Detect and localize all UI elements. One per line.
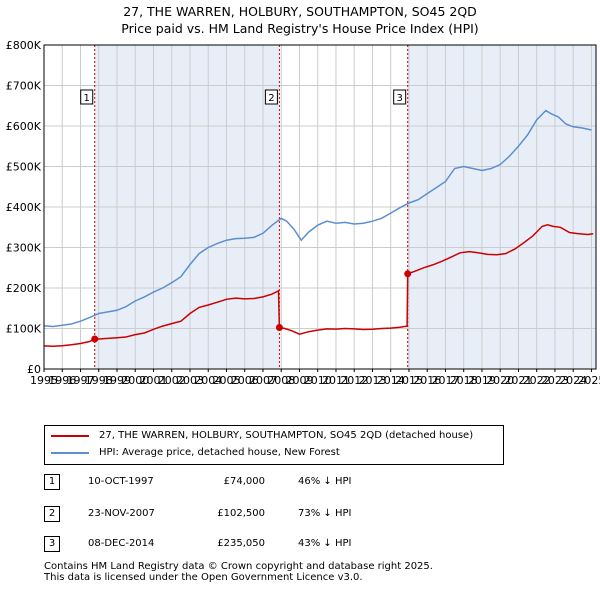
- x-tick-label: 2019: [468, 374, 496, 387]
- x-tick-label: 1998: [85, 374, 113, 387]
- x-tick-label: 1999: [103, 374, 131, 387]
- y-tick-label: £800K: [6, 39, 42, 52]
- y-tick-label: £400K: [6, 201, 42, 214]
- x-tick-label: 2011: [322, 374, 350, 387]
- x-tick-label: 2015: [395, 374, 423, 387]
- legend-item-hpi: HPI: Average price, detached house, New …: [51, 447, 340, 458]
- sale-point: [91, 335, 99, 343]
- property-price-line: [43, 224, 594, 348]
- x-tick-label: 2017: [431, 374, 459, 387]
- legend-item-property: 27, THE WARREN, HOLBURY, SOUTHAMPTON, SO…: [51, 430, 473, 441]
- legend-label-property: 27, THE WARREN, HOLBURY, SOUTHAMPTON, SO…: [99, 430, 474, 441]
- table-row: 1 10-OCT-1997 £74,000 46% ↓ HPI: [44, 474, 444, 492]
- x-tick-label: 2016: [413, 374, 441, 387]
- legend-swatch-property: [51, 434, 89, 437]
- x-tick-label: 2025: [577, 374, 600, 387]
- footer: Contains HM Land Registry data © Crown c…: [44, 561, 433, 583]
- marker-box: [80, 89, 94, 105]
- x-tick-label: 1996: [48, 374, 76, 387]
- plot-border: [43, 44, 597, 370]
- transaction-price: £235,050: [217, 538, 265, 549]
- x-tick-label: 2009: [285, 374, 313, 387]
- table-row: 2 23-NOV-2007 £102,500 73% ↓ HPI: [44, 506, 444, 524]
- transaction-badge: 3: [44, 536, 60, 552]
- x-tick-label: 1997: [66, 374, 94, 387]
- price-chart: 1 2 3 £0 £100K £200K £300K £400K £500K £600K £700K…: [6, 39, 600, 387]
- x-tick-label: 2014: [377, 374, 405, 387]
- y-tick-label: £500K: [6, 161, 42, 174]
- y-tick-label: £600K: [6, 120, 42, 133]
- y-tick-label: £300K: [6, 242, 42, 255]
- transaction-hpi-delta: 43% ↓ HPI: [298, 538, 352, 549]
- hpi-line: [43, 109, 592, 328]
- transaction-price: £74,000: [223, 476, 265, 487]
- sale-point: [404, 270, 412, 278]
- transaction-badge: 1: [44, 474, 60, 490]
- transaction-hpi-delta: 46% ↓ HPI: [298, 476, 352, 487]
- x-tick-label: 2004: [194, 374, 222, 387]
- transaction-date: 08-DEC-2014: [88, 538, 155, 549]
- transaction-date: 23-NOV-2007: [88, 508, 155, 519]
- x-tick-label: 2024: [559, 374, 587, 387]
- x-tick-label: 2008: [267, 374, 295, 387]
- x-tick-label: 2010: [304, 374, 332, 387]
- x-tick-label: 2003: [176, 374, 204, 387]
- y-tick-label: £100K: [6, 323, 42, 336]
- x-tick-label: 2005: [212, 374, 240, 387]
- marker-label: 3: [396, 93, 402, 104]
- x-tick-label: 1995: [30, 374, 58, 387]
- transaction-hpi-delta: 73% ↓ HPI: [298, 508, 352, 519]
- legend-swatch-hpi: [51, 451, 89, 454]
- x-tick-label: 2021: [504, 374, 532, 387]
- legend-label-hpi: HPI: Average price, detached house, New …: [99, 447, 340, 458]
- transaction-date: 10-OCT-1997: [88, 476, 154, 487]
- x-tick-label: 2023: [541, 374, 569, 387]
- transaction-price: £102,500: [217, 508, 265, 519]
- y-tick-label: £700K: [6, 80, 42, 93]
- sale-point: [275, 323, 283, 331]
- marker-box: [264, 89, 278, 105]
- table-row: 3 08-DEC-2014 £235,050 43% ↓ HPI: [44, 536, 444, 554]
- x-tick-label: 2013: [358, 374, 386, 387]
- chart-subtitle: Price paid vs. HM Land Registry's House …: [121, 21, 479, 36]
- marker-box: [393, 89, 407, 105]
- legend: 27, THE WARREN, HOLBURY, SOUTHAMPTON, SO…: [44, 425, 504, 465]
- x-tick-label: 2001: [139, 374, 167, 387]
- x-tick-label: 2020: [486, 374, 514, 387]
- x-tick-label: 2018: [450, 374, 478, 387]
- x-tick-label: 2007: [249, 374, 277, 387]
- x-tick-label: 2002: [158, 374, 186, 387]
- x-tick-label: 2006: [231, 374, 259, 387]
- chart-title: 27, THE WARREN, HOLBURY, SOUTHAMPTON, SO…: [123, 4, 477, 19]
- marker-label: 2: [268, 93, 274, 104]
- footer-copyright: Contains HM Land Registry data © Crown c…: [44, 561, 433, 572]
- x-tick-label: 2022: [523, 374, 551, 387]
- transaction-badge: 2: [44, 506, 60, 522]
- marker-label: 1: [84, 93, 90, 104]
- y-tick-label: £200K: [6, 282, 42, 295]
- x-tick-label: 2000: [121, 374, 149, 387]
- footer-licence: This data is licensed under the Open Gov…: [44, 572, 363, 583]
- y-tick-label: £0: [27, 363, 41, 376]
- x-tick-label: 2012: [340, 374, 368, 387]
